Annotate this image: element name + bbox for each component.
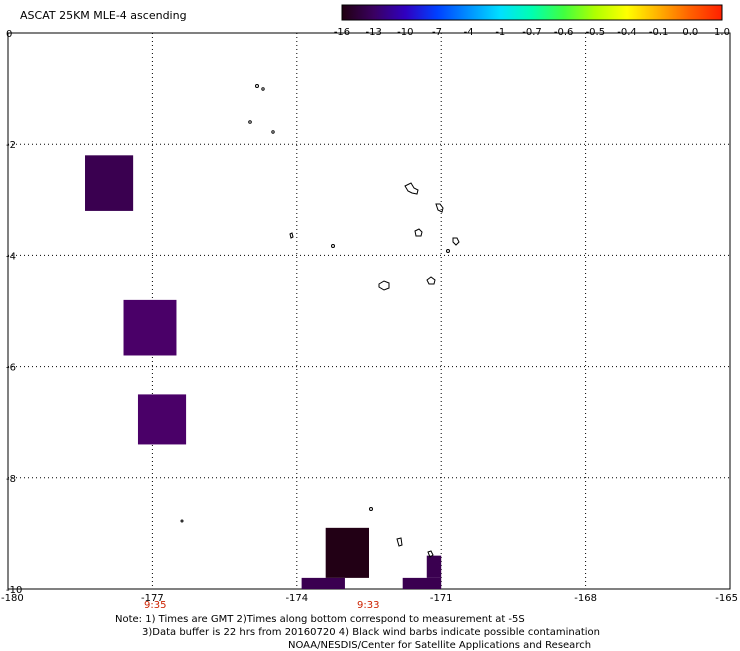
x-tick-label: -165 <box>715 593 738 604</box>
island-outline <box>369 507 373 511</box>
plot-frame <box>7 32 731 590</box>
island-outline <box>426 276 436 285</box>
island-outline <box>427 550 434 558</box>
island-outline <box>396 537 403 547</box>
x-tick-labels: -180 -177 -174 -171 -168 -165 <box>1 593 738 604</box>
time-label: 9:35 <box>144 600 166 611</box>
time-label: 9:33 <box>357 600 379 611</box>
data-swath <box>137 394 187 445</box>
x-tick-label: -177 <box>141 593 164 604</box>
island-outline <box>404 182 419 195</box>
island-outline <box>331 244 335 248</box>
island-outline <box>261 87 265 91</box>
x-tick-label: -174 <box>285 593 308 604</box>
y-tick-label: -10 <box>6 585 22 596</box>
island-outline <box>248 120 252 124</box>
data-swath <box>85 155 134 211</box>
island-outline <box>446 249 450 253</box>
note-line-2: 3)Data buffer is 22 hrs from 20160720 4)… <box>142 627 600 638</box>
island-outline <box>255 84 259 88</box>
island-outline <box>271 130 275 134</box>
island-outlines <box>180 84 460 558</box>
data-swath <box>325 527 369 578</box>
y-tick-label: 0 <box>6 29 12 40</box>
colorbar-gradient <box>341 4 723 21</box>
data-swath <box>123 299 177 356</box>
y-tick-label: -8 <box>6 474 16 485</box>
y-tick-label: -2 <box>6 140 16 151</box>
data-swath <box>402 577 442 589</box>
grid-lines <box>8 33 730 589</box>
data-swath <box>301 577 345 589</box>
island-outline <box>452 237 460 246</box>
x-tick-label: -171 <box>430 593 453 604</box>
y-tick-label: -4 <box>6 251 16 262</box>
island-outline <box>180 519 184 523</box>
x-tick-label: -168 <box>574 593 597 604</box>
note-line-3: NOAA/NESDIS/Center for Satellite Applica… <box>288 640 592 651</box>
data-swaths <box>85 155 442 589</box>
island-outline <box>378 280 390 291</box>
island-outline <box>414 228 423 237</box>
island-outline <box>435 203 444 213</box>
y-tick-label: -6 <box>6 363 16 374</box>
data-swath <box>426 555 442 578</box>
y-tick-labels: 0 -2 -4 -6 -8 -10 <box>6 29 22 596</box>
note-line-1: Note: 1) Times are GMT 2)Times along bot… <box>115 614 525 625</box>
island-outline <box>289 232 294 239</box>
chart-title: ASCAT 25KM MLE-4 ascending <box>20 9 187 22</box>
x-tick-label: -180 <box>1 593 24 604</box>
